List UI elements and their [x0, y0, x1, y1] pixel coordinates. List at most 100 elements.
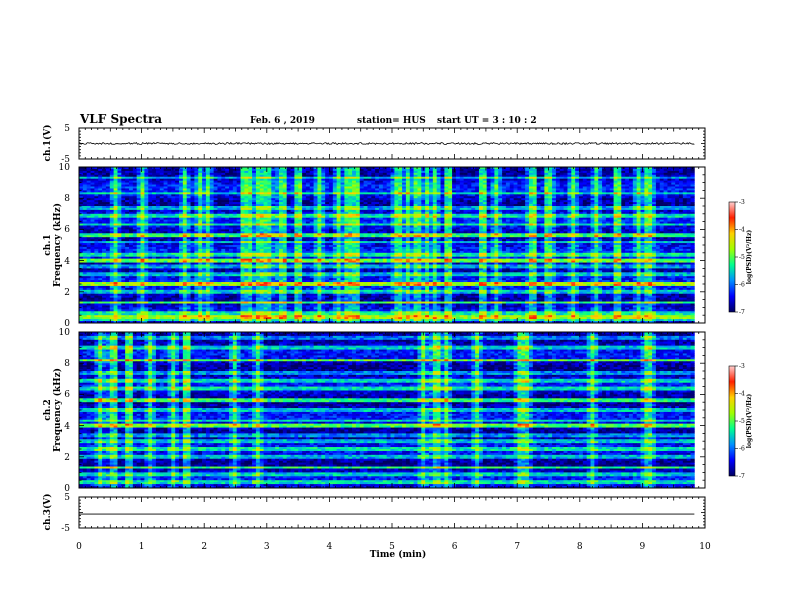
spectrogram-cell — [102, 178, 107, 181]
spectrogram-cell — [467, 167, 472, 170]
spectrogram-cell — [467, 168, 472, 172]
spectrogram-cell — [613, 198, 618, 201]
spectrogram-cell — [536, 167, 541, 170]
spectrogram-cell — [567, 168, 572, 172]
spectrogram-cell — [686, 194, 691, 197]
spectrogram-cell — [682, 190, 688, 193]
spectrogram-cell — [432, 180, 438, 183]
spectrogram-cell — [255, 176, 261, 180]
spectrogram-cell — [359, 190, 364, 193]
spectrogram-cell — [144, 196, 149, 199]
spectrogram-cell — [471, 194, 476, 197]
spectrogram-cell — [294, 176, 299, 180]
spectrogram-cell — [455, 172, 461, 176]
spectrogram-cell — [575, 174, 580, 178]
spectrogram-cell — [325, 198, 330, 201]
spectrogram-cell — [659, 188, 664, 191]
spectrogram-cell — [444, 192, 449, 195]
spectrogram-cell — [202, 184, 207, 187]
spectrogram-cell — [148, 176, 153, 180]
spectrogram-cell — [225, 176, 230, 180]
spectrogram-cell — [532, 168, 538, 172]
spectrogram-cell — [409, 176, 414, 180]
spectrogram-cell — [244, 192, 249, 195]
spectrogram-cell — [278, 196, 284, 199]
spectrogram-cell — [413, 198, 418, 201]
spectrogram-cell — [675, 176, 680, 180]
spectrogram-cell — [371, 194, 376, 197]
spectrogram-cell — [571, 182, 576, 185]
spectrogram-cell — [652, 190, 657, 193]
spectrogram-cell — [444, 188, 449, 191]
spectrogram-cell — [578, 170, 584, 174]
spectrogram-cell — [290, 168, 295, 172]
spectrogram-cell — [513, 180, 518, 183]
spectrogram-cell — [236, 180, 241, 183]
spectrogram-cell — [609, 198, 614, 201]
spectrogram-cell — [659, 172, 664, 176]
spectrogram-cell — [675, 190, 680, 193]
spectrogram-cell — [186, 180, 191, 183]
spectrogram-cell — [513, 194, 518, 197]
spectrogram-cell — [690, 192, 695, 195]
spectrogram-cell — [221, 190, 226, 193]
spectrogram-cell — [328, 186, 334, 189]
spectrogram-cell — [498, 190, 503, 193]
spectrogram-cell — [575, 168, 580, 172]
spectrogram-cell — [652, 194, 657, 197]
spectrogram-cell — [113, 194, 118, 197]
spectrogram-cell — [282, 184, 288, 187]
spectrogram-cell — [448, 168, 453, 172]
spectrogram-cell — [505, 182, 511, 185]
spectrogram-cell — [332, 178, 338, 181]
spectrogram-cell — [478, 167, 484, 170]
spectrogram-cell — [198, 192, 203, 195]
spectrogram-cell — [278, 180, 284, 183]
spectrogram-cell — [552, 174, 557, 178]
spectrogram-cell — [478, 170, 484, 174]
spectrogram-cell — [432, 186, 438, 189]
spectrogram-cell — [228, 194, 234, 197]
spectrogram-cell — [590, 184, 595, 187]
spectrogram-cell — [590, 186, 595, 189]
spectrogram-cell — [140, 184, 145, 187]
spectrogram-cell — [255, 198, 261, 201]
spectrogram-cell — [498, 170, 503, 174]
spectrogram-cell — [390, 182, 395, 185]
spectrogram-cell — [517, 194, 522, 197]
spectrogram-cell — [148, 182, 153, 185]
spectrogram-cell — [598, 180, 603, 183]
spectrogram-cell — [559, 184, 564, 187]
spectrogram-cell — [671, 180, 676, 183]
spectrogram-cell — [190, 168, 195, 172]
spectrogram-cell — [317, 196, 322, 199]
spectrogram-cell — [155, 188, 161, 191]
spectrogram-cell — [405, 180, 411, 183]
spectrogram-cell — [509, 190, 514, 193]
spectrogram-cell — [448, 176, 453, 180]
spectrogram-cell — [171, 196, 176, 199]
spectrogram-cell — [686, 167, 691, 170]
spectrogram-cell — [528, 198, 534, 201]
spectrogram-cell — [125, 186, 130, 189]
spectrogram-cell — [282, 172, 288, 176]
spectrogram-cell — [509, 182, 514, 185]
spectrogram-cell — [328, 180, 334, 183]
spectrogram-cell — [475, 168, 480, 172]
spectrogram-cell — [378, 194, 384, 197]
spectrogram-cell — [248, 184, 253, 187]
spectrogram-cell — [678, 188, 684, 191]
spectrogram-cell — [244, 180, 249, 183]
spectrogram-cell — [459, 188, 464, 191]
spectrogram-cell — [117, 180, 122, 183]
spectrogram-cell — [155, 174, 161, 178]
spectrogram-cell — [498, 186, 503, 189]
spectrogram-cell — [686, 184, 691, 187]
spectrogram-cell — [452, 194, 457, 197]
spectrogram-cell — [402, 188, 407, 191]
spectrogram-cell — [482, 168, 488, 172]
spectrogram-cell — [313, 178, 318, 181]
spectrogram-cell — [655, 184, 661, 187]
spectrogram-cell — [179, 196, 184, 199]
spectrogram-cell — [390, 184, 395, 187]
